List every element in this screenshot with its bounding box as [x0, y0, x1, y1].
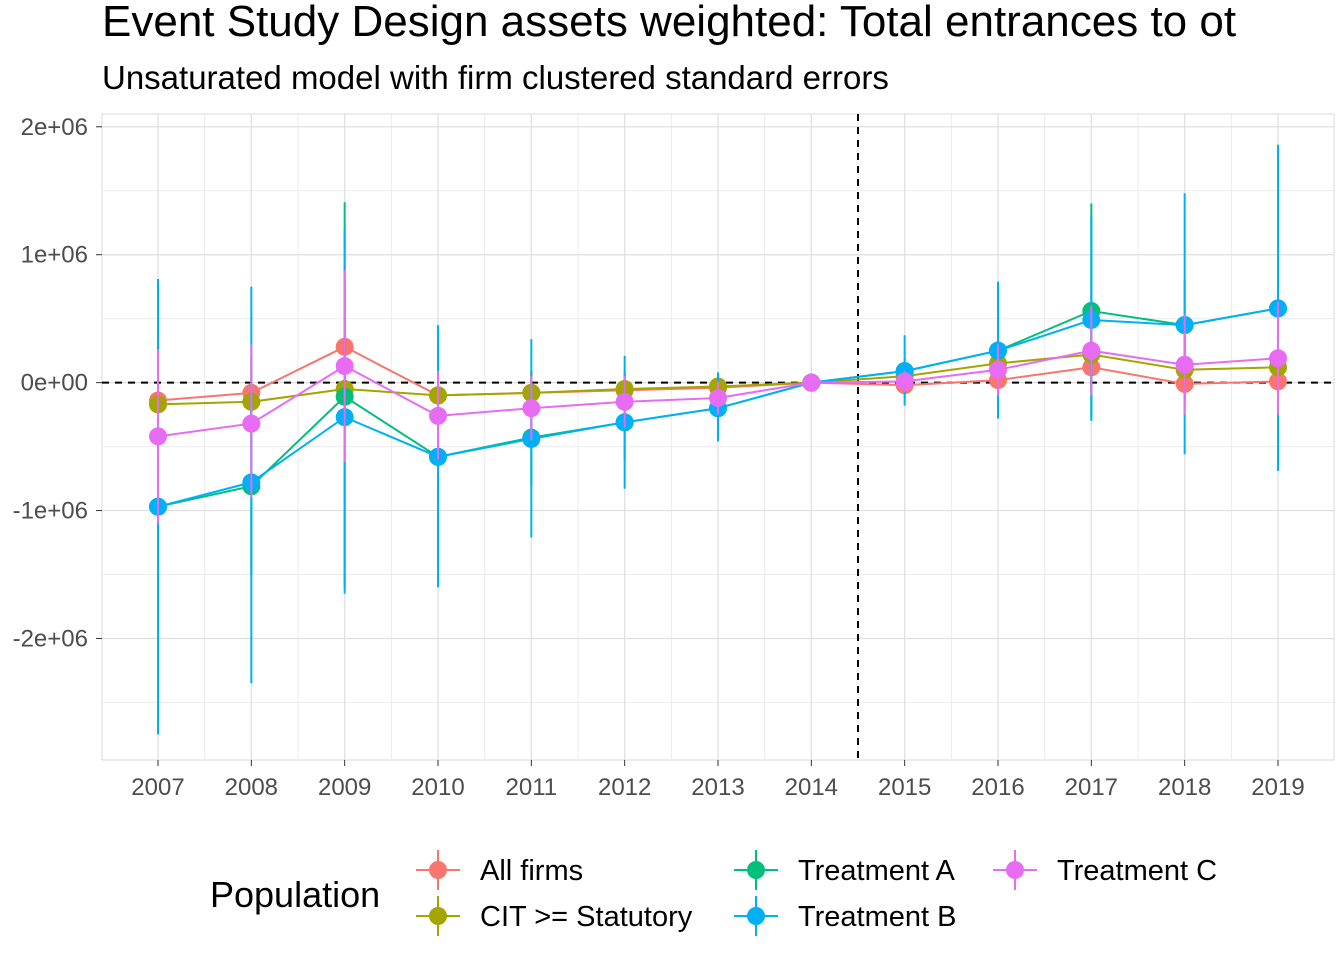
legend-item: All firms: [416, 850, 583, 890]
legend-label: Treatment B: [798, 901, 956, 933]
y-tick-label: -1e+06: [13, 498, 88, 525]
legend-key-point: [747, 861, 765, 879]
data-point: [242, 414, 261, 433]
x-tick-label: 2008: [225, 774, 278, 801]
chart-title: Event Study Design assets weighted: Tota…: [102, 0, 1237, 46]
y-tick-label: 1e+06: [21, 242, 88, 269]
legend: Population All firms CIT >= Statutory Treat…: [210, 850, 1217, 936]
legend-key-point: [1006, 861, 1024, 879]
data-point: [429, 406, 447, 425]
data-point: [1269, 349, 1287, 368]
grid-layer: [101, 113, 1335, 761]
legend-label: CIT >= Statutory: [480, 901, 693, 933]
data-point: [335, 357, 354, 376]
x-tick-label: 2015: [878, 774, 931, 801]
data-point: [522, 399, 541, 418]
legend-label: Treatment C: [1057, 855, 1217, 887]
data-point: [1175, 355, 1194, 374]
legend-item: Treatment A: [734, 850, 956, 890]
x-tick-label: 2009: [318, 774, 371, 801]
x-tick-label: 2017: [1065, 774, 1118, 801]
legend-key-point: [429, 907, 447, 925]
data-point: [895, 372, 914, 391]
series-treatment-c: [149, 270, 1287, 524]
x-tick-label: 2012: [598, 774, 651, 801]
data-point: [989, 360, 1007, 379]
data-point: [1082, 341, 1101, 360]
x-tick-label: 2018: [1158, 774, 1211, 801]
legend-key-point: [747, 907, 765, 925]
data-point: [149, 427, 167, 446]
legend-key-point: [429, 861, 447, 879]
x-tick-label: 2010: [411, 774, 464, 801]
data-point: [709, 388, 727, 407]
data-point: [802, 373, 821, 392]
x-tick-label: 2011: [506, 774, 558, 801]
legend-label: All firms: [480, 855, 583, 887]
x-tick-label: 2014: [785, 774, 838, 801]
legend-item: CIT >= Statutory: [416, 896, 693, 936]
y-tick-label: -2e+06: [13, 625, 88, 652]
y-tick-label: 2e+06: [21, 114, 88, 141]
legend-title: Population: [210, 874, 380, 915]
x-tick-label: 2016: [971, 774, 1024, 801]
x-tick-label: 2013: [691, 774, 744, 801]
legend-label: Treatment A: [798, 855, 956, 887]
chart-subtitle: Unsaturated model with firm clustered st…: [102, 59, 889, 96]
x-tick-label: 2007: [131, 774, 184, 801]
series-layer: [149, 144, 1287, 735]
data-point: [615, 392, 634, 411]
legend-item: Treatment C: [993, 850, 1217, 890]
legend-item: Treatment B: [734, 896, 956, 936]
x-tick-label: 2019: [1251, 774, 1304, 801]
axis-layer: -2e+06 -1e+06 0e+00 1e+06 2e+06 2007 2008 2009 2…: [13, 114, 1305, 801]
y-tick-label: 0e+00: [21, 370, 88, 397]
